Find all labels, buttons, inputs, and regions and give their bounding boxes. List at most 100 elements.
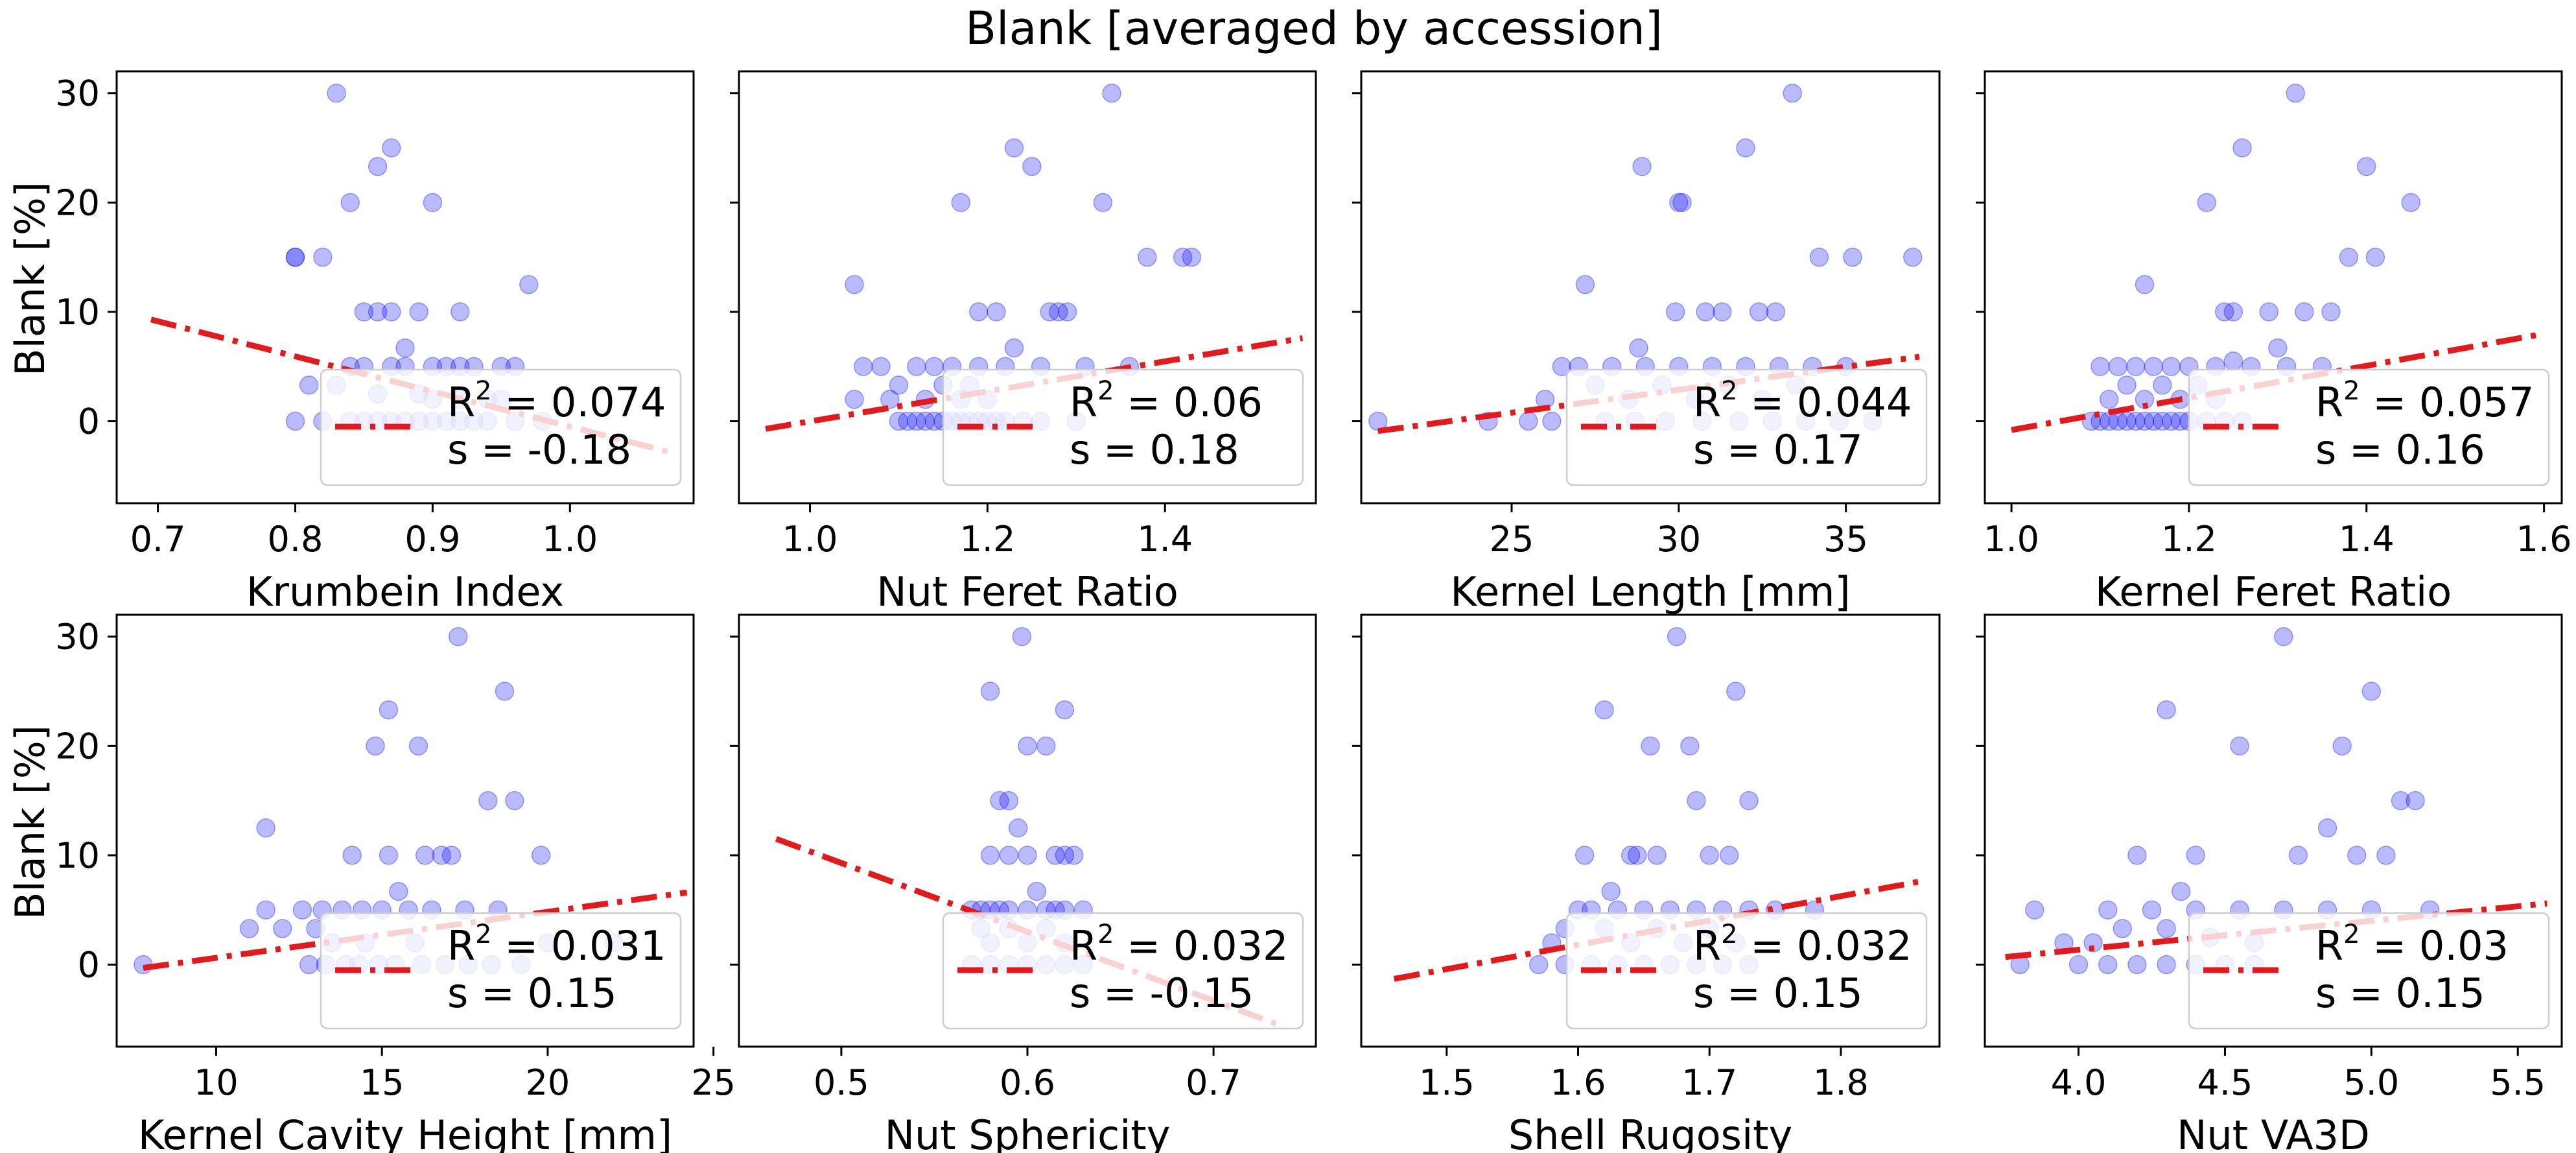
axes-frame bbox=[115, 70, 695, 505]
legend-slope-label: s = bbox=[447, 426, 528, 473]
data-point bbox=[2127, 846, 2147, 865]
data-point bbox=[1783, 83, 1802, 103]
legend-slope-label: s = bbox=[447, 969, 528, 1017]
y-tick-label: 0 bbox=[78, 401, 100, 442]
legend-r2-value: 0.06 bbox=[1173, 379, 1263, 426]
data-point bbox=[379, 700, 399, 720]
trend-line bbox=[765, 335, 1304, 432]
legend-r2-label: R bbox=[1693, 379, 1721, 426]
data-point bbox=[2135, 411, 2155, 431]
data-point bbox=[451, 302, 470, 322]
data-point bbox=[1575, 846, 1595, 865]
data-point bbox=[1064, 846, 1084, 865]
legend-r2-text: R2 = 0.057 bbox=[2315, 376, 2534, 426]
data-point bbox=[1055, 846, 1075, 865]
data-point bbox=[368, 302, 388, 322]
x-tick-label: 4.5 bbox=[2197, 1062, 2253, 1103]
data-point bbox=[285, 247, 305, 267]
data-point bbox=[2268, 338, 2288, 358]
data-point bbox=[379, 846, 399, 865]
data-point bbox=[272, 919, 292, 938]
data-point bbox=[1040, 302, 1059, 322]
data-point bbox=[366, 736, 385, 756]
legend-slope-text: s = 0.18 bbox=[1070, 426, 1239, 473]
x-tick-label: 0.7 bbox=[1186, 1062, 1241, 1103]
data-point bbox=[999, 846, 1019, 865]
data-point bbox=[1004, 138, 1024, 158]
data-point bbox=[1049, 302, 1068, 322]
data-point bbox=[1542, 411, 1562, 431]
data-point bbox=[1736, 138, 1755, 158]
legend-r2-equals: = bbox=[1114, 379, 1173, 426]
data-point bbox=[889, 375, 909, 395]
data-point bbox=[1621, 846, 1641, 865]
data-point bbox=[423, 193, 443, 213]
legend-slope-text: s = -0.18 bbox=[447, 426, 631, 473]
data-point bbox=[2295, 302, 2314, 322]
data-point bbox=[2339, 247, 2359, 267]
data-point bbox=[1552, 357, 1572, 376]
data-point bbox=[2197, 193, 2217, 213]
x-axis-label: Kernel Cavity Height [mm] bbox=[138, 1111, 672, 1153]
data-point bbox=[389, 881, 408, 901]
y-tick-label: 10 bbox=[55, 292, 100, 333]
x-tick-label: 1.5 bbox=[1419, 1062, 1475, 1103]
legend-slope-label: s = bbox=[1693, 969, 1774, 1017]
legend-r2-equals: = bbox=[492, 379, 551, 426]
data-point bbox=[853, 357, 873, 376]
legend-r2-superscript: 2 bbox=[2343, 376, 2359, 406]
legend-slope-text: s = 0.15 bbox=[2315, 969, 2485, 1017]
data-point bbox=[285, 411, 305, 431]
legend-r2-label: R bbox=[2315, 379, 2343, 426]
data-point bbox=[1809, 247, 1829, 267]
data-point bbox=[2317, 818, 2337, 838]
data-point bbox=[1102, 83, 1121, 103]
data-point bbox=[382, 138, 401, 158]
y-axis-label-row-1: Blank [%] bbox=[6, 182, 54, 376]
x-tick-label: 1.6 bbox=[1551, 1062, 1606, 1103]
x-tick-label: 0.8 bbox=[268, 519, 323, 560]
legend-slope-value: 0.17 bbox=[1774, 426, 1863, 473]
data-point bbox=[256, 818, 275, 838]
data-point bbox=[449, 626, 468, 647]
x-axis-label: Shell Rugosity bbox=[1508, 1111, 1792, 1153]
legend-r2-value: 0.044 bbox=[1797, 379, 1912, 426]
legend-r2-text: R2 = 0.032 bbox=[1070, 920, 1288, 969]
y-axis-label-row-2: Blank [%] bbox=[6, 725, 54, 920]
data-point bbox=[340, 193, 360, 213]
y-tick-label: 0 bbox=[78, 945, 100, 986]
axes-frame bbox=[1984, 613, 2563, 1048]
data-point bbox=[1647, 846, 1667, 865]
data-point bbox=[845, 275, 864, 294]
legend-box bbox=[942, 912, 1304, 1030]
data-point bbox=[1726, 682, 1746, 701]
data-point bbox=[1018, 736, 1037, 756]
legend-slope-text: s = -0.15 bbox=[1070, 969, 1254, 1017]
legend-r2-text: R2 = 0.03 bbox=[2315, 920, 2509, 969]
data-point bbox=[924, 357, 944, 376]
x-tick-label: 1.0 bbox=[542, 519, 598, 560]
data-point bbox=[2406, 790, 2425, 811]
data-point bbox=[1601, 881, 1621, 901]
data-point bbox=[1008, 818, 1028, 838]
data-point bbox=[478, 790, 498, 811]
legend-r2-superscript: 2 bbox=[475, 376, 491, 406]
data-point bbox=[2090, 357, 2110, 376]
data-point bbox=[2083, 933, 2103, 953]
data-point bbox=[519, 275, 539, 294]
y-tick-label: 10 bbox=[55, 835, 100, 876]
data-point bbox=[495, 682, 515, 701]
x-tick-label: 5.5 bbox=[2490, 1062, 2546, 1103]
data-point bbox=[1713, 302, 1732, 322]
data-point bbox=[2288, 846, 2308, 865]
y-tick-label: 20 bbox=[55, 182, 100, 223]
data-point bbox=[1843, 247, 1862, 267]
x-axis-label: Kernel Length [mm] bbox=[1450, 568, 1850, 615]
data-point bbox=[951, 193, 971, 213]
